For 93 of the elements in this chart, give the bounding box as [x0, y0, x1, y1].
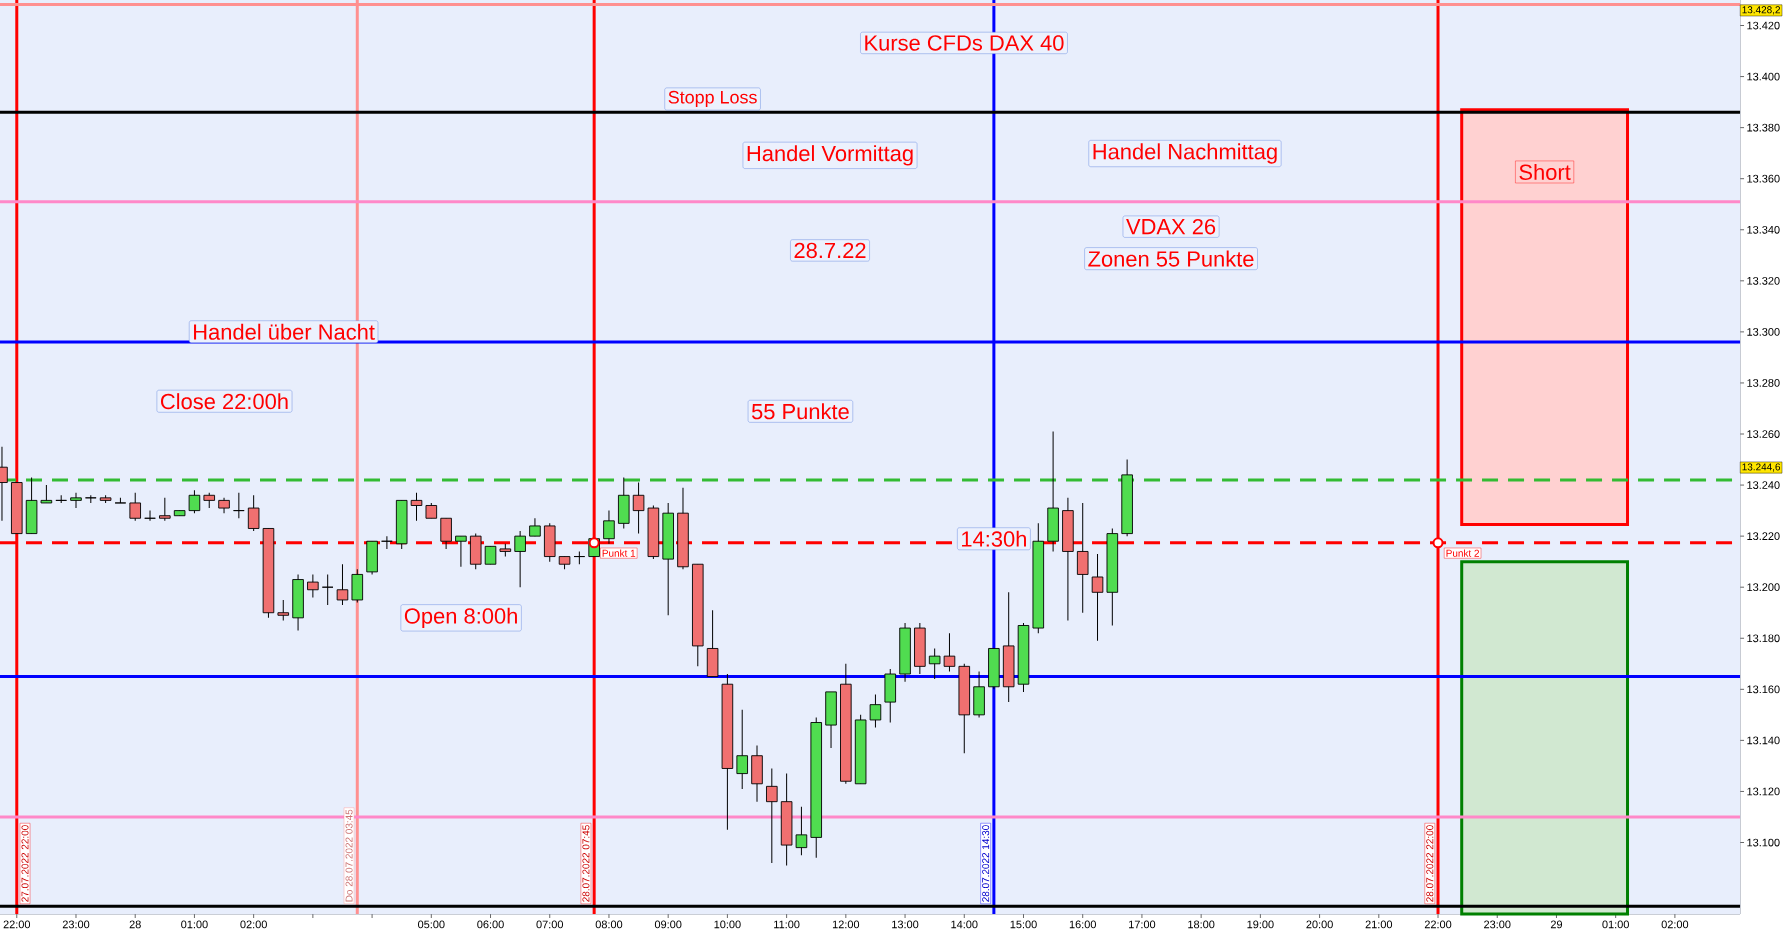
x-tick-label: 08:00: [595, 920, 623, 929]
annotation: Kurse CFDs DAX 40: [865, 35, 1064, 51]
x-tick-label: 02:00: [240, 920, 267, 929]
y-tick-label: 13.340: [1747, 225, 1780, 234]
y-tick-label: 13.220: [1747, 532, 1780, 541]
candlestick: [410, 492, 423, 522]
x-tick-label: 11:00: [774, 920, 800, 929]
x-tick-label: 23:00: [62, 920, 90, 929]
annotation: 14:30h: [962, 530, 1026, 547]
ref-line-label: 28.07.2022 07:45: [582, 825, 590, 902]
x-tick-label: 21:00: [1365, 920, 1393, 929]
x-tick-label: 16:00: [1069, 920, 1096, 929]
y-tick-label: 13.400: [1747, 72, 1780, 81]
y-tick-label: 13.300: [1747, 328, 1780, 336]
x-tick-label: 18:00: [1188, 920, 1215, 929]
annotation: 55 Punkte: [751, 403, 849, 420]
candlestick: [440, 517, 452, 550]
candlestick: [869, 693, 882, 729]
band-label: Short: [1519, 163, 1571, 181]
ref-line-label: 13.428,2: [1742, 6, 1781, 15]
candlestick: [632, 482, 645, 535]
x-tick-label: 19:00: [1247, 920, 1274, 929]
x-tick-label: 12:00: [832, 920, 860, 929]
x-tick-label: 20:00: [1306, 920, 1333, 929]
x-tick-label: 07:00: [536, 920, 564, 929]
candlestick: [129, 492, 141, 522]
annotation: Handel Nachmittag: [1093, 143, 1277, 164]
candlestick: [795, 806, 808, 856]
candlestick: [928, 647, 941, 680]
candlestick: [336, 563, 349, 606]
y-tick-label: 13.320: [1747, 276, 1780, 285]
x-tick-label: 09:00: [654, 920, 682, 929]
x-tick-label: 15:00: [1010, 920, 1037, 929]
y-tick-label: 13.280: [1747, 379, 1780, 387]
candlestick: [1076, 502, 1089, 614]
y-tick-label: 13.100: [1747, 838, 1780, 847]
annotation: Close 22:00h: [160, 393, 288, 410]
candlestick: [144, 510, 156, 522]
x-tick-label: 22:00: [3, 920, 31, 929]
candlestick: [381, 535, 393, 550]
candlestick: [307, 573, 319, 598]
candlestick: [233, 492, 245, 519]
candlestick: [573, 550, 586, 565]
annotation: 28.7.22: [794, 242, 866, 259]
y-tick-label: 13.160: [1747, 685, 1780, 694]
x-tick-label: 05:00: [418, 920, 445, 929]
candlestick: [277, 599, 290, 621]
candlestick: [736, 709, 748, 790]
ref-line-label: 28.07.2022 22:00: [1426, 825, 1434, 902]
y-tick-label: 13.120: [1747, 787, 1780, 796]
x-tick-label: 01:00: [1602, 920, 1629, 929]
annotation: Stopp Loss: [668, 90, 757, 108]
x-tick-label: 28: [129, 920, 141, 929]
candlestick: [455, 535, 467, 568]
y-tick-label: 13.380: [1747, 123, 1780, 132]
annotation: Zonen 55 Punkte: [1088, 250, 1254, 267]
ref-line-label: 28.07.2022 14:30: [982, 825, 990, 902]
annotation: Open 8:00h: [404, 607, 517, 629]
candlestick: [1091, 553, 1104, 642]
y-tick-label: 13.260: [1747, 430, 1780, 438]
data-label: Punkt 1: [602, 549, 636, 557]
x-tick-label: 02:00: [1661, 920, 1689, 929]
x-tick-label: 14:00: [951, 920, 978, 929]
y-tick-label: 13.180: [1747, 634, 1780, 643]
y-tick-label: 13.240: [1747, 481, 1780, 489]
x-tick-label: 10:00: [714, 920, 741, 929]
text: 13.244,6: [1742, 463, 1781, 472]
x-tick-label: 23:00: [1484, 920, 1511, 929]
annotation: VDAX 26: [1126, 218, 1216, 235]
candlestick: [603, 510, 615, 545]
y-tick-label: 13.420: [1747, 21, 1780, 30]
ref-line-label: 27.07.2022 22:00: [21, 825, 29, 902]
y-tick-label: 13.200: [1747, 583, 1780, 592]
candlestick: [159, 497, 171, 522]
x-tick-label: 29: [1550, 920, 1563, 929]
x-tick-label: 17:00: [1129, 920, 1156, 929]
x-tick-label: 01:00: [181, 920, 208, 929]
candlestick: [70, 492, 82, 509]
candlestick: [321, 573, 334, 606]
annotation: Handel über Nacht: [194, 323, 375, 340]
candlestick: [247, 494, 260, 532]
x-tick-label: 06:00: [477, 920, 504, 929]
candlestick: [943, 632, 956, 672]
candlestick: [188, 489, 201, 514]
x-tick-label: 13:00: [892, 920, 919, 929]
data-label: Punkt 2: [1446, 549, 1479, 557]
annotation: Handel Vormittag: [747, 145, 913, 166]
candlestick: [766, 767, 778, 864]
ref-line-label: Do 28.07.2022 03:45: [345, 809, 353, 902]
y-tick-label: 13.140: [1747, 736, 1780, 745]
y-tick-label: 13.360: [1747, 174, 1780, 183]
candlestick: [514, 530, 526, 588]
x-tick-label: 22:00: [1424, 920, 1452, 929]
